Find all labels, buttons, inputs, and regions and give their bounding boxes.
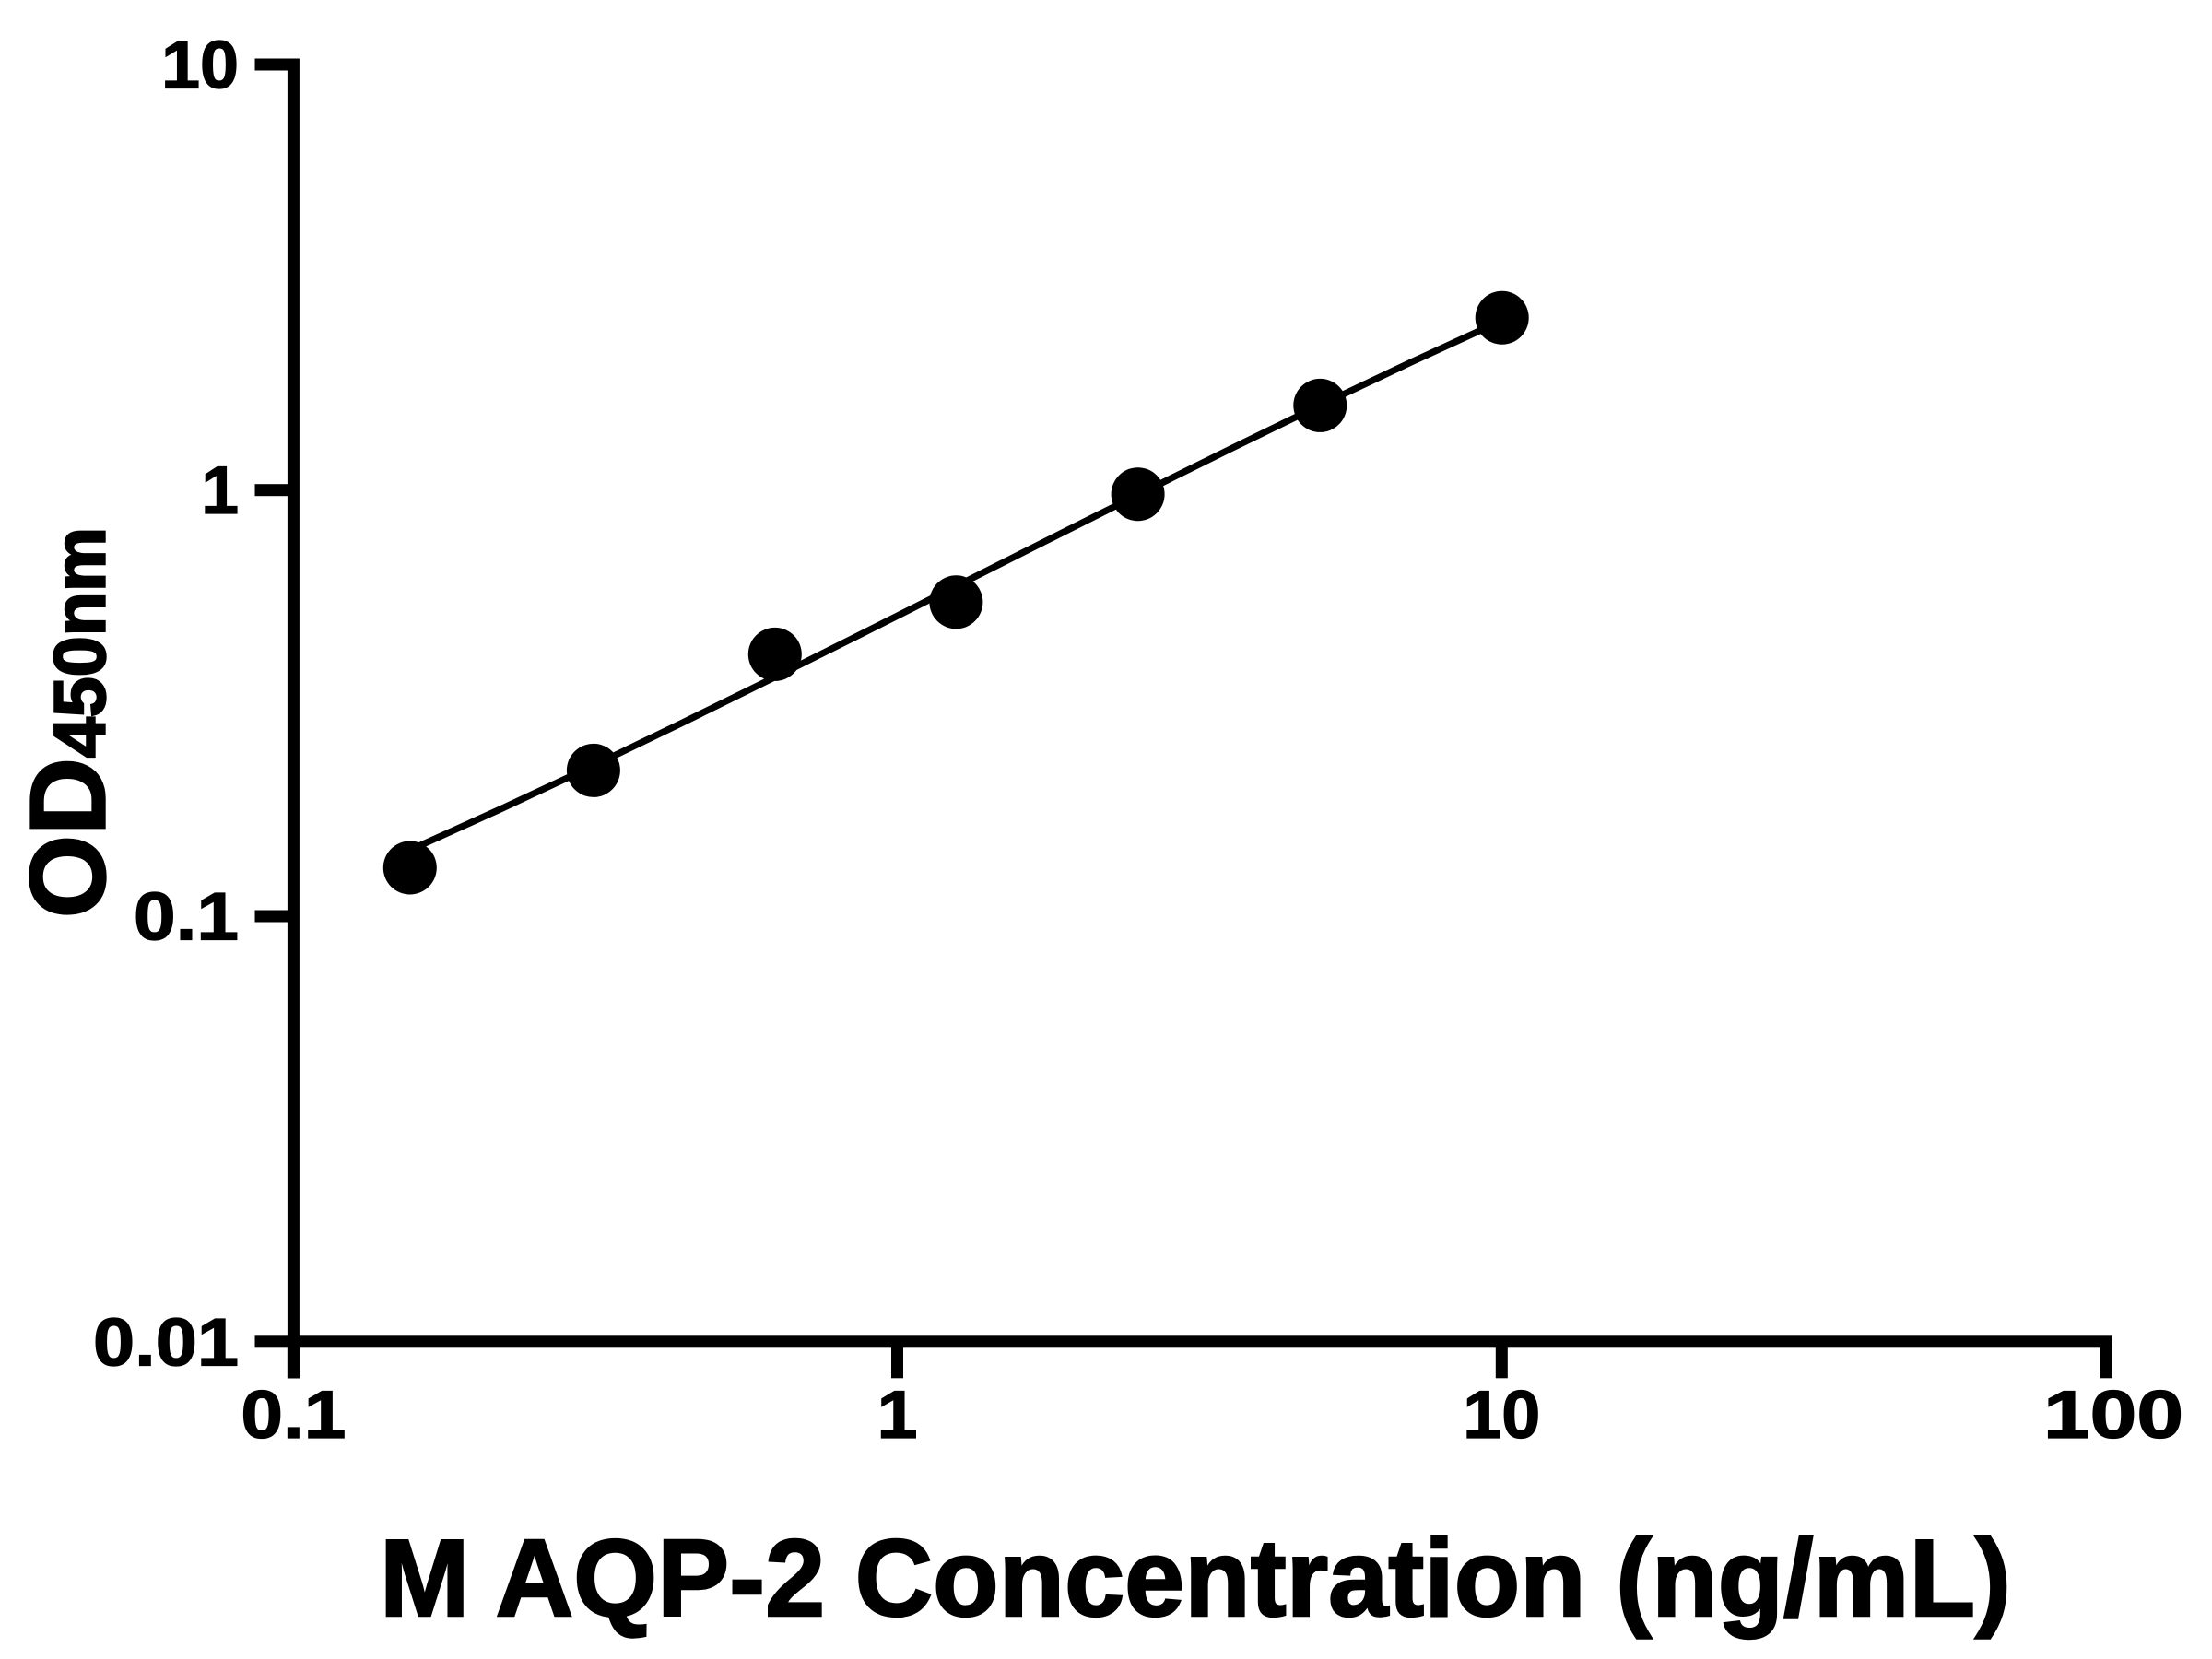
svg-text:100: 100	[2043, 1378, 2183, 1453]
svg-text:M AQP-2 Concentration (ng/mL): M AQP-2 Concentration (ng/mL)	[380, 1517, 2011, 1640]
svg-text:0.01: 0.01	[93, 1305, 239, 1380]
svg-text:0.1: 0.1	[134, 880, 239, 955]
svg-text:10: 10	[161, 29, 239, 103]
svg-text:1: 1	[877, 1378, 918, 1453]
svg-text:0.1: 0.1	[241, 1378, 346, 1453]
svg-text:1: 1	[201, 453, 239, 528]
svg-text:10: 10	[1463, 1378, 1540, 1453]
